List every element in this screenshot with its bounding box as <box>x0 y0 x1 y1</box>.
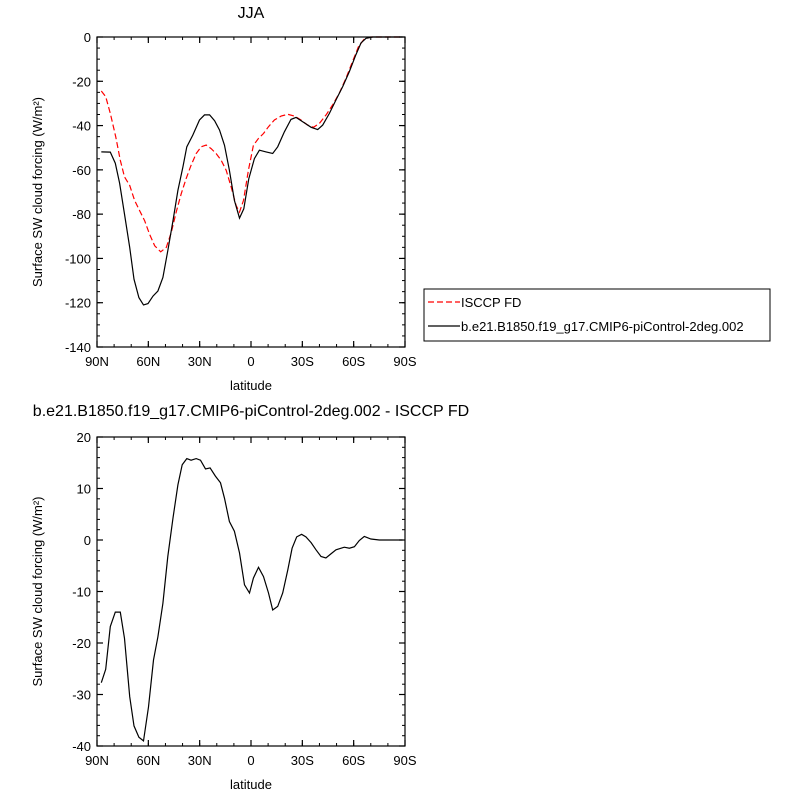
legend-label-isccp: ISCCP FD <box>461 295 521 310</box>
x-tick-label: 30S <box>291 354 314 369</box>
y-tick-label: 0 <box>84 30 91 45</box>
y-tick-label: -40 <box>72 739 91 754</box>
y-tick-label: -20 <box>72 636 91 651</box>
plot-frame <box>96 36 406 348</box>
y-tick-label: -140 <box>65 340 91 355</box>
x-axis-label: latitude <box>230 777 272 792</box>
x-tick-label: 60S <box>342 753 365 768</box>
y-tick-label: 0 <box>84 533 91 548</box>
y-axis-label: Surface SW cloud forcing (W/m²) <box>30 497 45 687</box>
y-tick-label: -100 <box>65 251 91 266</box>
y-tick-label: -20 <box>72 74 91 89</box>
chart-title: b.e21.B1850.f19_g17.CMIP6-piControl-2deg… <box>33 403 469 420</box>
x-tick-label: 90N <box>85 354 109 369</box>
x-axis-label: latitude <box>230 378 272 393</box>
series-line-0 <box>100 457 403 743</box>
y-axis-label: Surface SW cloud forcing (W/m²) <box>30 97 45 287</box>
x-tick-label: 30N <box>188 753 212 768</box>
y-tick-label: -10 <box>72 585 91 600</box>
legend: ISCCP FD b.e21.B1850.f19_g17.CMIP6-piCon… <box>423 288 771 342</box>
y-tick-label: -120 <box>65 296 91 311</box>
y-tick-label: -40 <box>72 119 91 134</box>
legend-box <box>423 288 771 342</box>
legend-label-model: b.e21.B1850.f19_g17.CMIP6-piControl-2deg… <box>461 319 744 334</box>
x-tick-label: 90S <box>393 753 416 768</box>
x-tick-label: 0 <box>247 354 254 369</box>
x-tick-label: 60S <box>342 354 365 369</box>
y-tick-label: -60 <box>72 163 91 178</box>
x-tick-label: 0 <box>247 753 254 768</box>
x-tick-label: 60N <box>136 354 160 369</box>
y-tick-label: -80 <box>72 207 91 222</box>
y-tick-label: -30 <box>72 688 91 703</box>
series-line-0 <box>100 36 403 253</box>
bottom-panel-difference: b.e21.B1850.f19_g17.CMIP6-piControl-2deg… <box>30 403 469 792</box>
chart-title: JJA <box>238 5 265 22</box>
x-tick-label: 30N <box>188 354 212 369</box>
series-line-1 <box>101 36 403 306</box>
x-tick-label: 90S <box>393 354 416 369</box>
x-tick-label: 60N <box>136 753 160 768</box>
x-tick-label: 90N <box>85 753 109 768</box>
y-tick-label: 20 <box>77 430 91 445</box>
y-tick-label: 10 <box>77 482 91 497</box>
x-tick-label: 30S <box>291 753 314 768</box>
plot-frame <box>96 436 406 747</box>
